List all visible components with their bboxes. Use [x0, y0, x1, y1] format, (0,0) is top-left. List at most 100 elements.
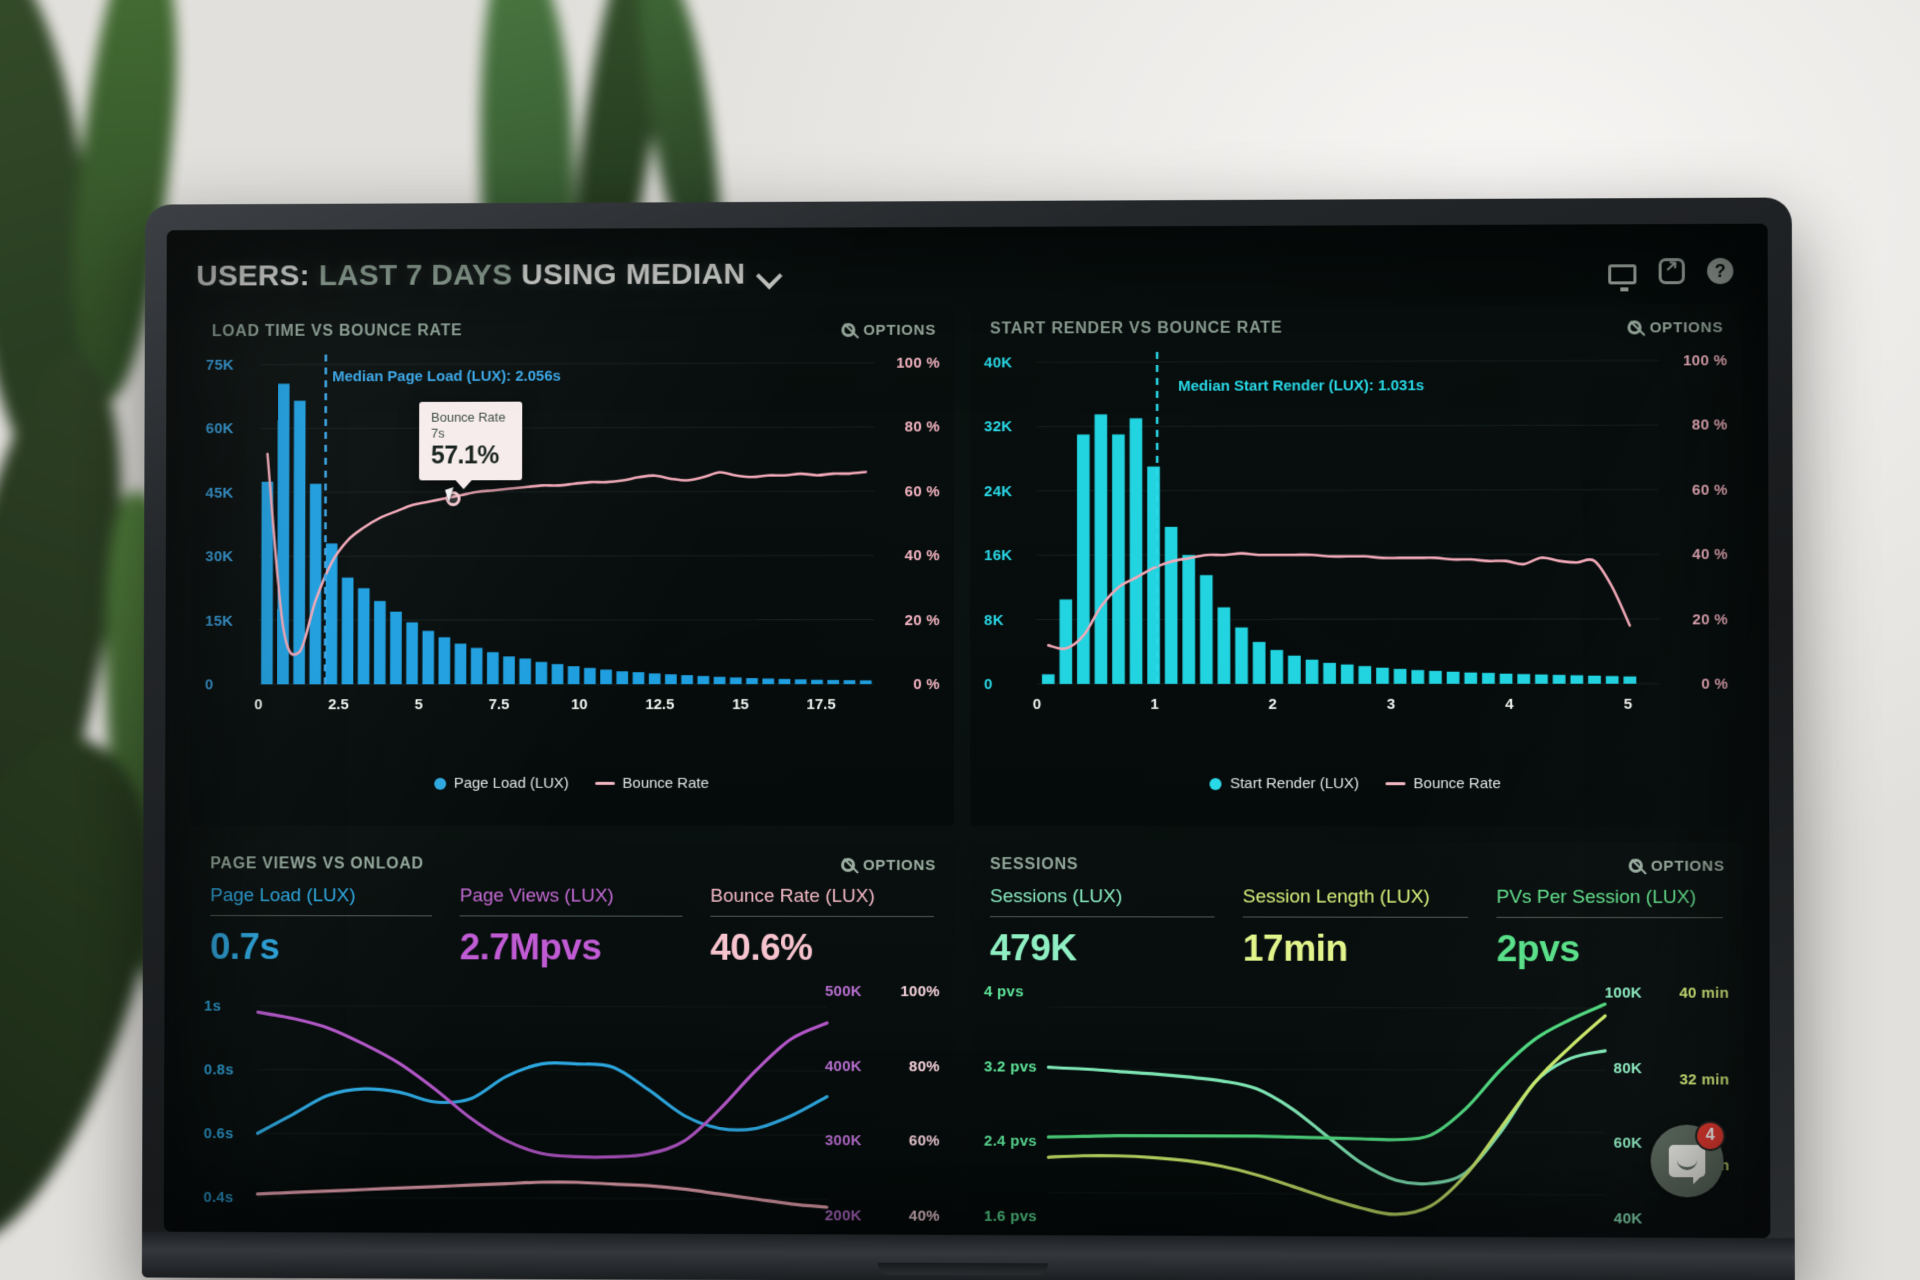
axis-tick-label: 40% [908, 1207, 940, 1225]
axis-tick-label: 300K [824, 1131, 862, 1150]
kpi-rule [1496, 916, 1723, 919]
legend-item[interactable]: Page Load (LUX) [433, 775, 569, 792]
chart-load-time-canvas [205, 349, 940, 728]
chevron-down-icon[interactable] [758, 264, 780, 286]
smile-icon [1676, 1160, 1698, 1171]
dashboard-topbar: USERS: LAST 7 DAYS USING MEDIAN ? [192, 242, 1741, 306]
kpi-sessions[interactable]: Sessions (LUX) 479K [990, 886, 1215, 970]
axis-tick-label: 15K [205, 611, 234, 629]
kpi-label: Page Load (LUX) [210, 885, 356, 907]
kpi-label: Page Views (LUX) [459, 885, 614, 907]
card-header: START RENDER VS BOUNCE RATE OPTIONS [984, 316, 1727, 348]
axis-tick-label: 100K [1604, 983, 1643, 1002]
axis-tick-label: 40 % [904, 546, 941, 564]
axis-tick-label: 0.6s [203, 1124, 234, 1142]
axis-tick-label: 400K [824, 1057, 862, 1075]
legend-label: Bounce Rate [622, 774, 709, 792]
kpi-label: Session Length (LUX) [1242, 886, 1430, 908]
axis-tick-label: 2 [1268, 695, 1277, 713]
gear-icon [841, 323, 856, 338]
axis-tick-label: 2.5 [328, 696, 349, 714]
axis-tick-label: 5 [1623, 695, 1633, 713]
axis-tick-label: 40 % [1692, 545, 1729, 563]
kpi-session-length[interactable]: Session Length (LUX) 17min [1243, 886, 1469, 970]
axis-tick-label: 80 % [1691, 416, 1728, 434]
gear-icon [1628, 858, 1643, 873]
median-annotation: Median Page Load (LUX): 2.056s [332, 367, 561, 386]
kpi-page-load[interactable]: Page Load (LUX) 0.7s [210, 885, 432, 968]
chart-legend-start-render: Start Render (LUX) Bounce Rate [984, 775, 1729, 792]
page-title[interactable]: USERS: LAST 7 DAYS USING MEDIAN [196, 258, 780, 294]
axis-tick-label: 7.5 [488, 696, 510, 714]
axis-tick-label: 17.5 [806, 696, 836, 714]
kpi-value: 2pvs [1496, 927, 1580, 970]
options-button[interactable]: OPTIONS [841, 321, 936, 338]
legend-item[interactable]: Bounce Rate [1385, 775, 1501, 792]
axis-tick-label: 40K [984, 353, 1013, 371]
card-header: SESSIONS OPTIONS [984, 854, 1729, 885]
monitor-icon[interactable] [1608, 264, 1637, 285]
legend-item[interactable]: Start Render (LUX) [1209, 775, 1360, 793]
axis-tick-label: 0 [984, 675, 993, 693]
axis-tick-label: 40K [1613, 1209, 1643, 1227]
legend-dot-icon [1209, 777, 1222, 790]
chart-start-render: 0 8K 16K 24K 32K 40K 0 % 20 % 40 % 60 % 80 % 100 %… [984, 346, 1729, 792]
tooltip-tail [454, 479, 473, 490]
kpi-value: 479K [989, 927, 1077, 969]
axis-tick-label: 60K [205, 420, 234, 438]
bounce-rate-tooltip: Bounce Rate 7s 57.1% [419, 401, 523, 490]
tooltip-value: 57.1% [430, 441, 499, 470]
legend-line-icon [1385, 782, 1406, 786]
chart-start-render-canvas [984, 346, 1728, 728]
axis-tick-label: 45K [205, 484, 234, 501]
axis-tick-label: 100 % [1683, 351, 1728, 369]
options-button[interactable]: OPTIONS [1628, 857, 1725, 874]
laptop-hinge-notch [877, 1262, 1049, 1276]
kpi-value: 0.7s [210, 925, 280, 967]
screen-bezel: USERS: LAST 7 DAYS USING MEDIAN ? [163, 223, 1771, 1239]
card-load-time: LOAD TIME VS BOUNCE RATE OPTIONS 0 15K 30K… [190, 306, 955, 827]
share-icon[interactable] [1658, 258, 1685, 285]
axis-tick-label: 32K [984, 418, 1013, 436]
kpi-value: 40.6% [710, 926, 813, 968]
axis-tick-label: 60 % [1692, 480, 1728, 499]
kpi-page-views[interactable]: Page Views (LUX) 2.7Mpvs [460, 885, 683, 968]
options-label: OPTIONS [863, 321, 937, 339]
kpi-rule [459, 915, 683, 917]
kpi-rule [210, 915, 432, 917]
axis-tick-label: 200K [824, 1206, 862, 1224]
gear-icon [840, 857, 855, 872]
screen: USERS: LAST 7 DAYS USING MEDIAN ? [163, 223, 1771, 1239]
axis-tick-label: 4 [1505, 695, 1514, 713]
legend-label: Start Render (LUX) [1229, 775, 1360, 793]
laptop-hinge [141, 1231, 1795, 1280]
chart-page-views: 0.4s 0.6s 0.8s 1s 200K 300K 400K 500K 40% 60% 80… [203, 974, 940, 1226]
median-annotation: Median Start Render (LUX): 1.031s [1178, 377, 1425, 395]
axis-tick-label: 0.8s [203, 1060, 234, 1078]
legend-item[interactable]: Bounce Rate [594, 774, 709, 792]
axis-tick-label: 0.4s [203, 1188, 234, 1206]
options-button[interactable]: OPTIONS [840, 856, 936, 874]
chat-widget-button[interactable]: 4 [1650, 1120, 1726, 1198]
axis-tick-label: 4 pvs [983, 982, 1024, 1000]
axis-tick-label: 100 % [896, 354, 941, 372]
card-title: SESSIONS [989, 856, 1079, 874]
kpi-bounce-rate[interactable]: Bounce Rate (LUX) 40.6% [710, 886, 934, 969]
legend-line-icon [594, 781, 615, 785]
axis-tick-label: 0 % [913, 675, 941, 693]
gear-icon [1627, 320, 1642, 335]
page-title-prefix: USERS: [196, 259, 310, 293]
kpi-row-sessions: Sessions (LUX) 479K Session Length (LUX)… [984, 884, 1729, 977]
chart-load-time: 0 15K 30K 45K 60K 75K 0 % 20 % 40 % 60 % 80 % 100 … [204, 349, 941, 792]
axis-tick-label: 0 [204, 675, 214, 693]
card-title: PAGE VIEWS VS ONLOAD [210, 855, 424, 873]
axis-tick-label: 0 % [1701, 675, 1729, 693]
axis-tick-label: 8K [984, 611, 1004, 629]
axis-tick-label: 24K [984, 482, 1013, 500]
options-button[interactable]: OPTIONS [1627, 319, 1723, 336]
help-icon[interactable]: ? [1707, 257, 1734, 285]
kpi-pvs-per-session[interactable]: PVs Per Session (LUX) 2pvs [1496, 887, 1723, 971]
page-title-range: LAST 7 DAYS [318, 258, 513, 293]
options-label: OPTIONS [1649, 318, 1724, 336]
topbar-icons: ? [1608, 257, 1734, 285]
